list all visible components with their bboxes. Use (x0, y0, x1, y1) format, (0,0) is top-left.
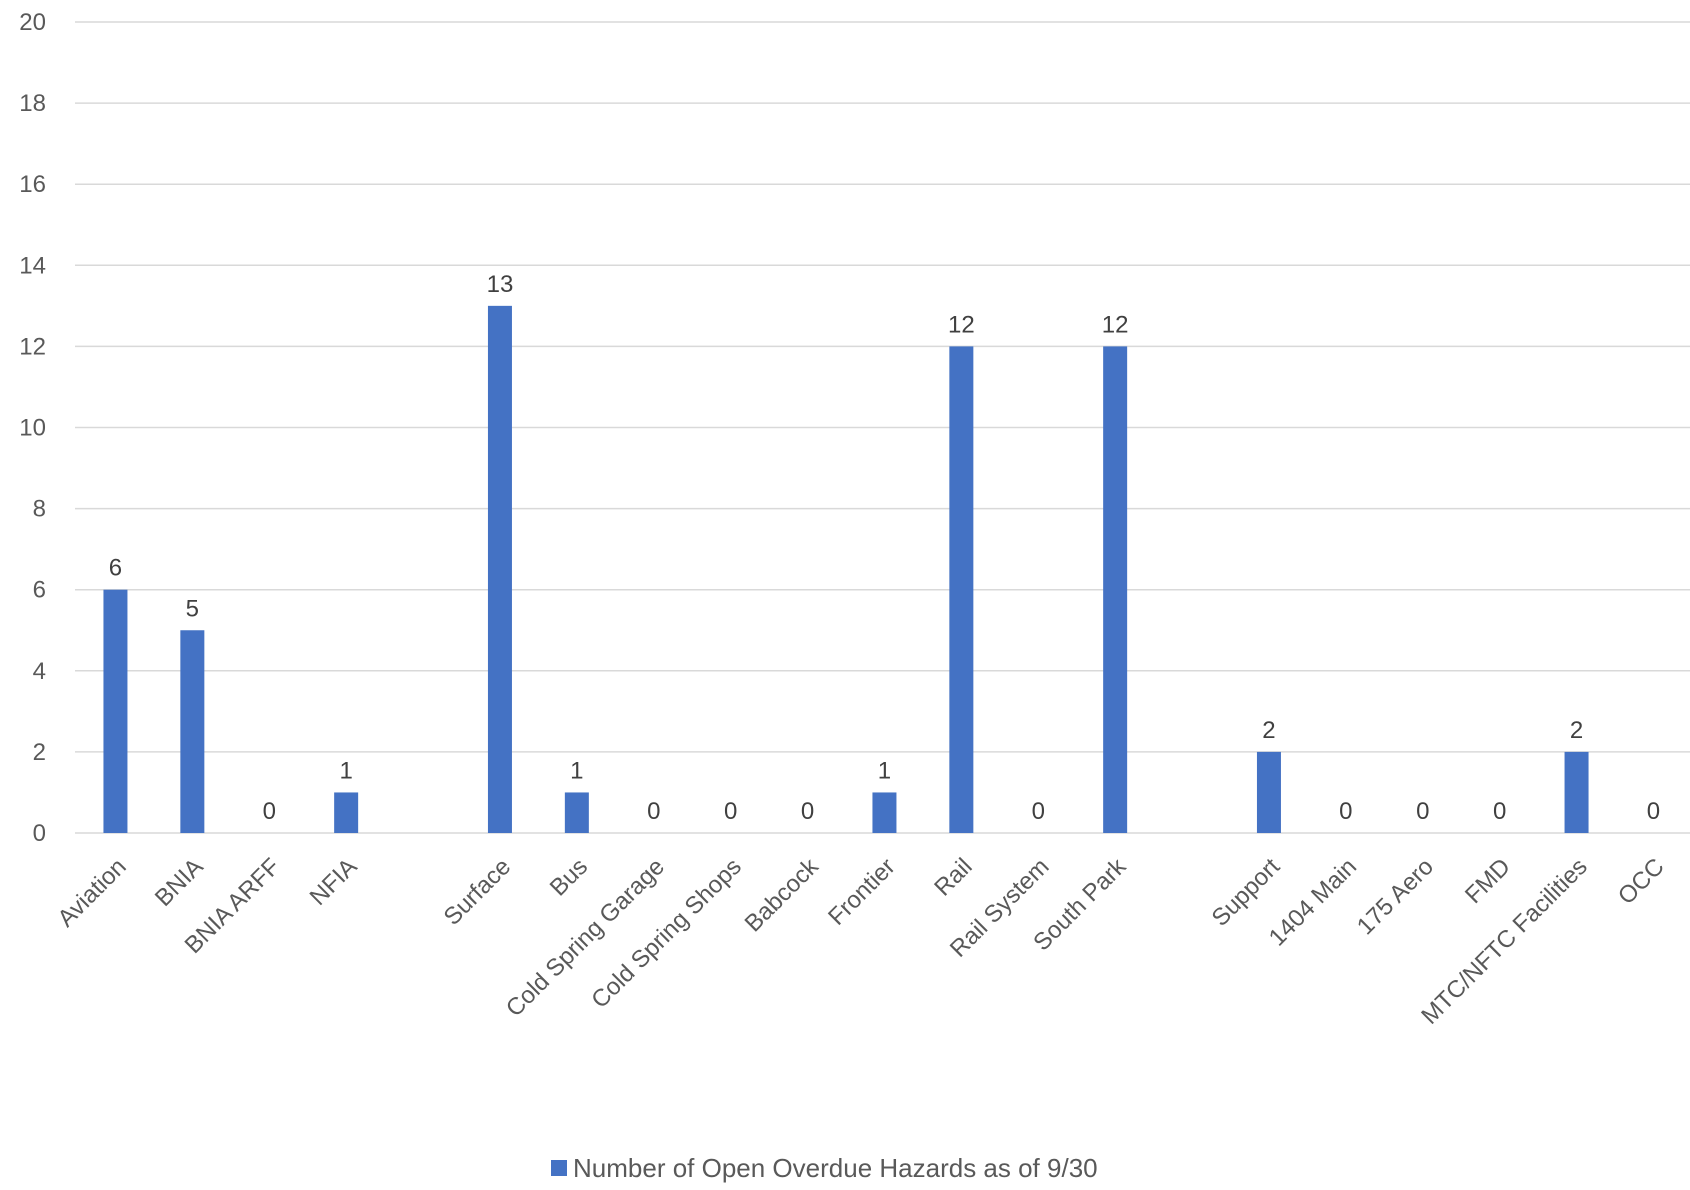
x-tick-label: Cold Spring Shops (586, 853, 747, 1014)
x-tick-label: Bus (545, 853, 593, 901)
data-labels: 6 5 0 1 13 1 0 0 0 1 12 0 12 2 0 0 0 2 0 (109, 271, 1660, 825)
x-tick-label: Surface (439, 853, 517, 931)
legend-label: Number of Open Overdue Hazards as of 9/3… (573, 1153, 1098, 1183)
y-tick-label: 0 (33, 820, 46, 847)
data-label: 2 (1262, 717, 1275, 744)
y-axis-tick-labels: 0 2 4 6 8 10 12 14 16 18 20 (19, 9, 46, 847)
x-tick-label: FMD (1460, 853, 1516, 909)
y-tick-label: 18 (19, 90, 46, 117)
y-tick-label: 6 (33, 577, 46, 604)
bar (1564, 751, 1589, 833)
data-label: 1 (570, 757, 583, 784)
data-label: 0 (801, 798, 814, 825)
data-label: 0 (1416, 798, 1429, 825)
data-label: 5 (186, 595, 199, 622)
bar (487, 305, 512, 834)
bar (949, 346, 974, 833)
data-label: 2 (1570, 717, 1583, 744)
bar (334, 792, 359, 833)
x-tick-label: Babcock (740, 852, 825, 937)
bar (1256, 751, 1281, 833)
y-tick-label: 10 (19, 415, 46, 442)
data-label: 0 (1339, 798, 1352, 825)
y-tick-label: 14 (19, 252, 46, 279)
bar (1103, 346, 1128, 833)
data-label: 1 (339, 757, 352, 784)
y-tick-label: 16 (19, 171, 46, 198)
bars (103, 305, 1589, 834)
x-tick-label: Rail (929, 853, 977, 901)
legend-swatch (551, 1160, 567, 1176)
data-label: 0 (263, 798, 276, 825)
x-tick-label: Frontier (823, 853, 901, 931)
data-label: 13 (487, 271, 514, 298)
gridlines (75, 21, 1690, 834)
x-tick-label: NFIA (305, 853, 363, 911)
bar (564, 792, 589, 833)
data-label: 0 (1032, 798, 1045, 825)
y-tick-label: 8 (33, 496, 46, 523)
data-label: 12 (1102, 311, 1129, 338)
legend: Number of Open Overdue Hazards as of 9/3… (551, 1153, 1098, 1183)
data-label: 0 (724, 798, 737, 825)
data-label: 0 (647, 798, 660, 825)
bar (103, 589, 128, 833)
y-tick-label: 4 (33, 658, 46, 685)
bar (180, 630, 205, 833)
x-tick-label: Support (1207, 853, 1286, 932)
data-label: 12 (948, 311, 975, 338)
bar (872, 792, 897, 833)
x-tick-label: BNIA (150, 853, 209, 912)
data-label: 0 (1647, 798, 1660, 825)
data-label: 1 (878, 757, 891, 784)
x-tick-label: 175 Aero (1352, 853, 1439, 940)
y-tick-label: 12 (19, 333, 46, 360)
data-label: 6 (109, 555, 122, 582)
x-tick-label: OCC (1613, 853, 1670, 910)
y-tick-label: 2 (33, 739, 46, 766)
data-label: 0 (1493, 798, 1506, 825)
x-tick-label: Aviation (53, 853, 132, 932)
y-tick-label: 20 (19, 9, 46, 36)
